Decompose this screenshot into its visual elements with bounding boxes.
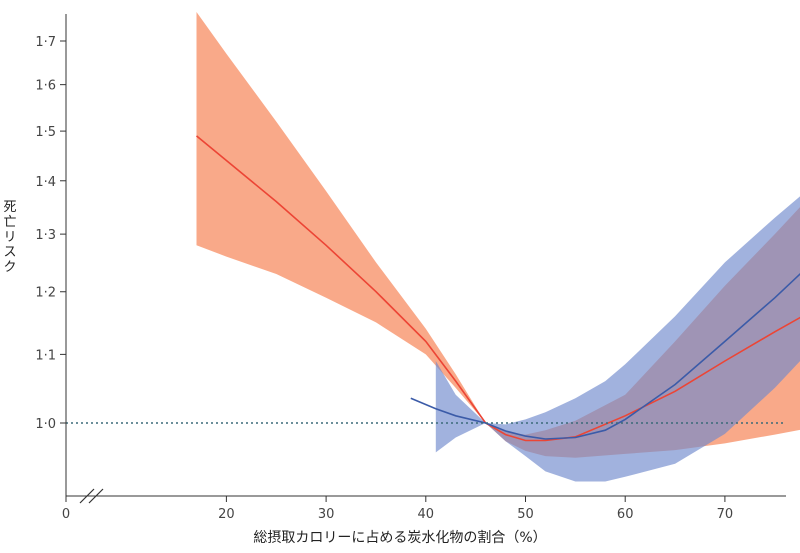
y-tick-label: 1·4 <box>35 175 56 190</box>
x-tick-label: 50 <box>517 507 534 522</box>
y-tick-label: 1·3 <box>35 228 56 243</box>
x-tick-label: 30 <box>318 507 335 522</box>
y-tick-label: 1·6 <box>35 79 56 94</box>
y-axis-label-text: 死亡リスク <box>3 200 17 275</box>
tick-labels: 1·01·11·21·31·41·51·61·7020304050607080 <box>35 35 734 522</box>
series-lines <box>195 135 800 442</box>
x-axis-label: 総摂取カロリーに占める炭水化物の割合（%） <box>253 530 547 546</box>
y-tick-label: 1·2 <box>35 286 56 301</box>
x-tick-label: 20 <box>218 507 235 522</box>
confidence-band-2 <box>435 196 800 482</box>
x-tick-label: 70 <box>717 507 734 522</box>
x-tick-label: 60 <box>617 507 634 522</box>
axis-break-mark-1 <box>79 488 95 504</box>
y-tick-label: 1·5 <box>35 125 56 140</box>
axes <box>60 14 786 504</box>
y-axis-label: 死亡リスク <box>2 200 18 275</box>
x-tick-label: 0 <box>62 507 70 522</box>
axis-break-mark-2 <box>88 488 104 504</box>
y-tick-label: 1·1 <box>35 348 56 363</box>
x-tick-label: 40 <box>418 507 435 522</box>
confidence-bands <box>196 12 800 482</box>
y-tick-label: 1·0 <box>35 417 56 432</box>
series-line-2 <box>410 272 800 440</box>
series-line-1 <box>195 135 800 442</box>
y-tick-label: 1·7 <box>35 35 56 50</box>
